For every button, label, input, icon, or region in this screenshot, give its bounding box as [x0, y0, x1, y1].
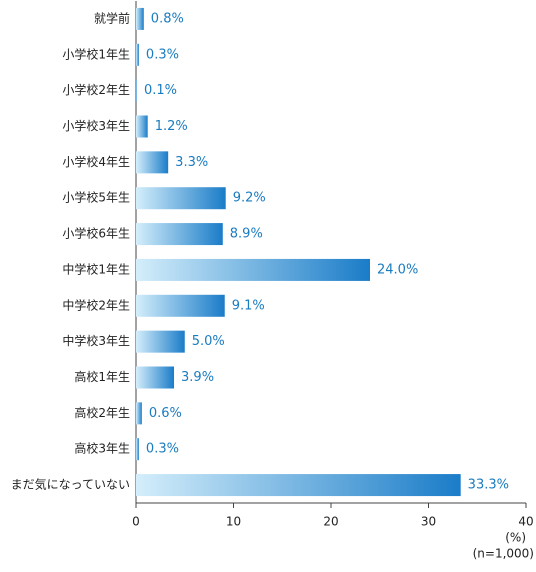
bar — [136, 474, 461, 497]
value-label: 0.3% — [146, 442, 179, 457]
bar — [136, 223, 223, 246]
value-label: 8.9% — [230, 227, 263, 242]
bar — [136, 115, 148, 138]
y-tick-label: 高校2年生 — [74, 405, 130, 420]
value-label: 3.3% — [175, 155, 208, 170]
value-label: 33.3% — [468, 478, 509, 493]
bar — [136, 187, 226, 210]
value-label: 9.2% — [233, 191, 266, 206]
value-label: 0.6% — [149, 406, 182, 421]
x-axis-label: (%) — [505, 531, 526, 545]
note: (n=1,000) — [473, 547, 534, 561]
y-tick-label: 小学校5年生 — [62, 190, 130, 205]
x-tick-label: 10 — [226, 515, 241, 529]
y-tick-label: 小学校4年生 — [62, 154, 130, 169]
value-label: 0.3% — [146, 47, 179, 62]
value-label: 9.1% — [232, 298, 265, 313]
bar — [136, 258, 370, 281]
y-tick-label: 中学校2年生 — [62, 297, 130, 312]
y-tick-label: まだ気になっていない — [11, 477, 130, 492]
y-tick-label: 中学校1年生 — [62, 261, 130, 276]
y-tick-label: 小学校1年生 — [62, 46, 130, 61]
y-tick-label: 就学前 — [94, 10, 130, 25]
value-label: 0.8% — [151, 11, 184, 26]
value-label: 1.2% — [155, 119, 188, 134]
value-label: 24.0% — [377, 262, 418, 277]
x-tick-label: 0 — [132, 515, 140, 529]
bar — [136, 366, 175, 389]
value-label: 5.0% — [192, 334, 225, 349]
bar — [136, 79, 137, 102]
bar — [136, 43, 139, 66]
y-tick-label: 中学校3年生 — [62, 333, 130, 348]
bar — [136, 7, 144, 30]
x-tick-label: 30 — [421, 515, 436, 529]
bar — [136, 151, 169, 174]
x-tick-label: 20 — [323, 515, 338, 529]
value-label: 0.1% — [144, 83, 177, 98]
bar — [136, 402, 142, 425]
y-tick-label: 小学校3年生 — [62, 118, 130, 133]
bar — [136, 330, 185, 353]
y-tick-label: 小学校2年生 — [62, 82, 130, 97]
bar — [136, 438, 139, 461]
value-label: 3.9% — [181, 370, 214, 385]
y-tick-label: 小学校6年生 — [62, 226, 130, 241]
bar — [136, 294, 225, 317]
x-tick-label: 40 — [518, 515, 533, 529]
y-tick-label: 高校3年生 — [74, 441, 130, 456]
y-tick-label: 高校1年生 — [74, 369, 130, 384]
